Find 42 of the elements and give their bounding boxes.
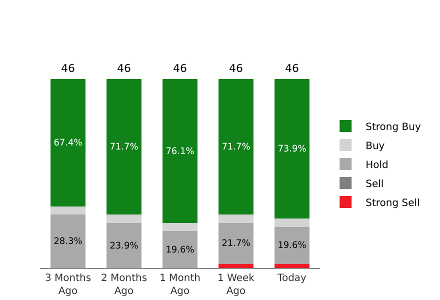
x-tick-label: 1 Week Ago: [218, 273, 255, 297]
bar: [162, 222, 198, 231]
annotation: 46: [117, 62, 131, 75]
legend-label: Buy: [366, 140, 385, 152]
data-label: 21.7%: [222, 239, 251, 250]
data-label: 76.1%: [166, 146, 195, 157]
bar: [50, 206, 86, 215]
bar: [50, 79, 86, 206]
x-tick-label: 2 Months Ago: [100, 273, 148, 297]
data-label: 73.9%: [278, 144, 307, 155]
x-tick-label: Today: [276, 273, 307, 284]
bar: [162, 230, 198, 268]
bar: [106, 222, 142, 268]
bar: [162, 79, 198, 223]
bar: [274, 79, 310, 219]
annotation: 46: [173, 62, 187, 75]
bar: [106, 79, 142, 215]
bar: [218, 264, 254, 268]
data-label: 19.6%: [278, 241, 307, 252]
data-label: 67.4%: [54, 138, 83, 149]
x-tick-label: 1 Month Ago: [160, 273, 200, 297]
x-tick-label: 3 Months Ago: [44, 273, 92, 297]
legend-label: Hold: [366, 160, 388, 171]
bar: [106, 214, 142, 223]
bar: [218, 79, 254, 215]
annotation: 46: [285, 62, 299, 75]
bar: [274, 218, 310, 227]
data-label: 28.3%: [54, 237, 83, 248]
data-label: 23.9%: [110, 241, 139, 252]
data-label: 71.7%: [110, 142, 139, 153]
bar: [50, 214, 86, 268]
bar: [218, 214, 254, 223]
bar: [274, 264, 310, 268]
legend-label: Strong Buy: [366, 122, 421, 133]
data-label: 71.7%: [222, 142, 251, 153]
bar: [218, 222, 254, 264]
legend-label: Sell: [366, 178, 384, 190]
annotation: 46: [229, 62, 243, 75]
annotation: 46: [61, 62, 75, 75]
data-label: 19.6%: [166, 245, 195, 256]
bar: [274, 226, 310, 264]
legend-label: Strong Sell: [366, 198, 420, 209]
